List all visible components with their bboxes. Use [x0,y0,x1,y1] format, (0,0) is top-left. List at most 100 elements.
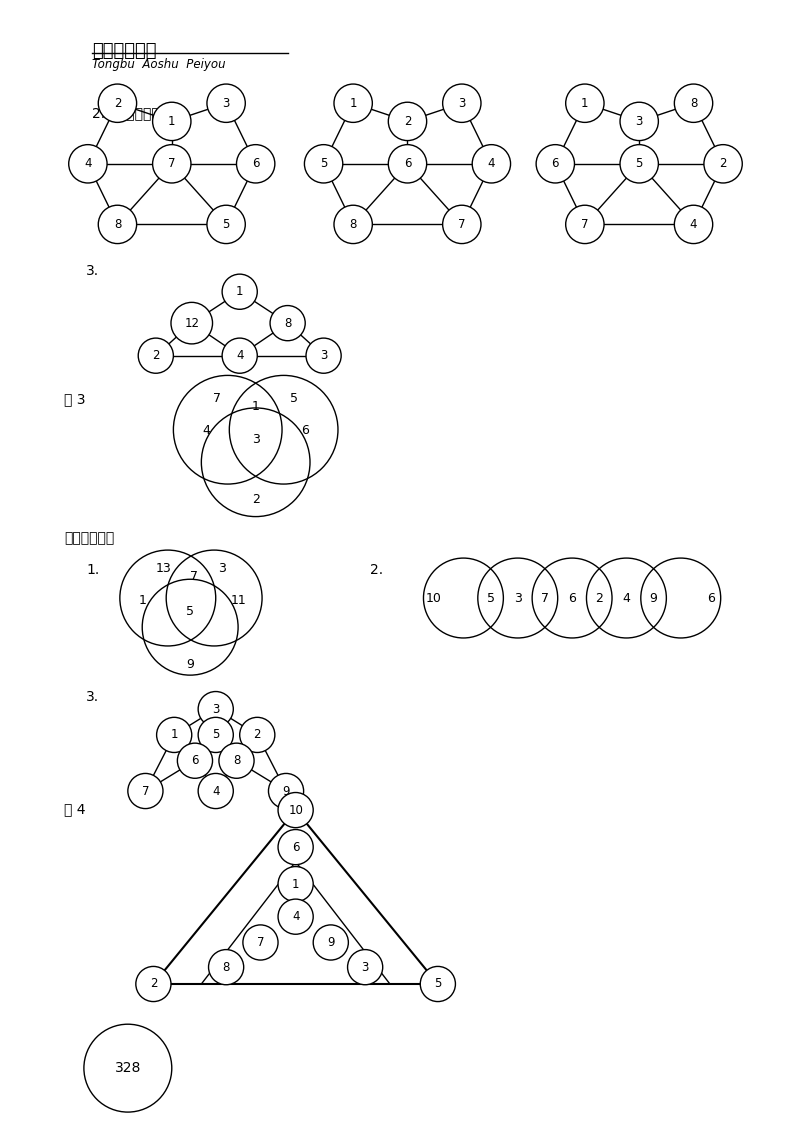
Text: 5: 5 [290,392,298,405]
Text: 1.: 1. [86,563,100,577]
Text: 例 3: 例 3 [64,393,85,406]
Text: 5: 5 [635,157,643,171]
Ellipse shape [304,145,343,183]
Ellipse shape [674,84,713,122]
Text: ［同步精练］: ［同步精练］ [64,531,114,544]
Text: 5: 5 [212,728,220,742]
Ellipse shape [270,305,305,341]
Ellipse shape [207,84,245,122]
Text: 4: 4 [292,910,300,923]
Text: 7: 7 [541,591,549,605]
Ellipse shape [278,866,313,902]
Ellipse shape [278,829,313,865]
Ellipse shape [198,691,233,727]
Ellipse shape [566,205,604,243]
Text: 3: 3 [458,96,466,110]
Text: 8: 8 [349,218,357,231]
Text: 1: 1 [581,96,589,110]
Text: 5: 5 [487,591,495,605]
Text: 5: 5 [434,977,442,991]
Text: 2: 2 [403,114,411,128]
Text: 3: 3 [252,433,260,447]
Text: 6: 6 [403,157,411,171]
Text: 12: 12 [185,316,199,330]
Text: 4: 4 [622,591,630,605]
Text: 9: 9 [282,784,290,798]
Text: 6: 6 [252,157,260,171]
Text: 3: 3 [222,96,230,110]
Ellipse shape [198,717,233,753]
Ellipse shape [128,773,163,809]
Text: 7: 7 [168,157,176,171]
Text: 13: 13 [156,562,172,576]
Text: 2: 2 [149,977,157,991]
Text: 3.: 3. [86,690,99,703]
Ellipse shape [278,792,313,828]
Ellipse shape [171,302,213,344]
Ellipse shape [207,205,245,243]
Text: 6: 6 [551,157,559,171]
Text: 9: 9 [650,591,658,605]
Text: 6: 6 [292,840,300,854]
Text: 5: 5 [320,157,328,171]
Text: 3: 3 [635,114,643,128]
Text: 3: 3 [320,349,328,362]
Text: 6: 6 [191,754,199,767]
Text: 3: 3 [212,702,220,716]
Ellipse shape [138,338,173,374]
Text: 同步奥数培优: 同步奥数培优 [92,42,157,59]
Ellipse shape [536,145,574,183]
Text: 328: 328 [114,1061,141,1075]
Ellipse shape [209,949,244,985]
Ellipse shape [278,899,313,935]
Text: 4: 4 [202,424,210,438]
Ellipse shape [674,205,713,243]
Text: 5: 5 [186,605,194,618]
Ellipse shape [198,773,233,809]
Ellipse shape [98,84,137,122]
Text: 2: 2 [152,349,160,362]
Ellipse shape [240,717,275,753]
Ellipse shape [420,966,455,1002]
Ellipse shape [388,145,427,183]
Text: 8: 8 [284,316,292,330]
Text: 1: 1 [168,114,176,128]
Text: 1: 1 [292,877,300,891]
Text: 1: 1 [349,96,357,110]
Text: 1: 1 [170,728,178,742]
Ellipse shape [472,145,511,183]
Ellipse shape [69,145,107,183]
Ellipse shape [388,102,427,140]
Ellipse shape [268,773,304,809]
Text: 1: 1 [252,399,260,413]
Text: 10: 10 [288,803,303,817]
Text: 4: 4 [236,349,244,362]
Text: 8: 8 [113,218,121,231]
Text: 10: 10 [426,591,441,605]
Text: 4: 4 [84,157,92,171]
Ellipse shape [136,966,171,1002]
Text: 2: 2 [253,728,261,742]
Ellipse shape [443,205,481,243]
Ellipse shape [222,338,257,374]
Text: 7: 7 [256,936,264,949]
Text: 7: 7 [458,218,466,231]
Ellipse shape [443,84,481,122]
Text: 2: 2 [595,591,603,605]
Ellipse shape [157,717,192,753]
Ellipse shape [237,145,275,183]
Text: 6: 6 [301,424,309,438]
Text: 2: 2 [113,96,121,110]
Text: 3: 3 [361,960,369,974]
Ellipse shape [306,338,341,374]
Ellipse shape [177,743,213,779]
Ellipse shape [153,145,191,183]
Text: 7: 7 [213,392,221,405]
Text: 9: 9 [186,657,194,671]
Ellipse shape [222,274,257,310]
Ellipse shape [334,205,372,243]
Text: Tongbu  Aoshu  Peiyou: Tongbu Aoshu Peiyou [92,58,225,72]
Text: 2. 可有三个基本解：: 2. 可有三个基本解： [92,107,177,120]
Ellipse shape [566,84,604,122]
Text: 6: 6 [707,591,714,605]
